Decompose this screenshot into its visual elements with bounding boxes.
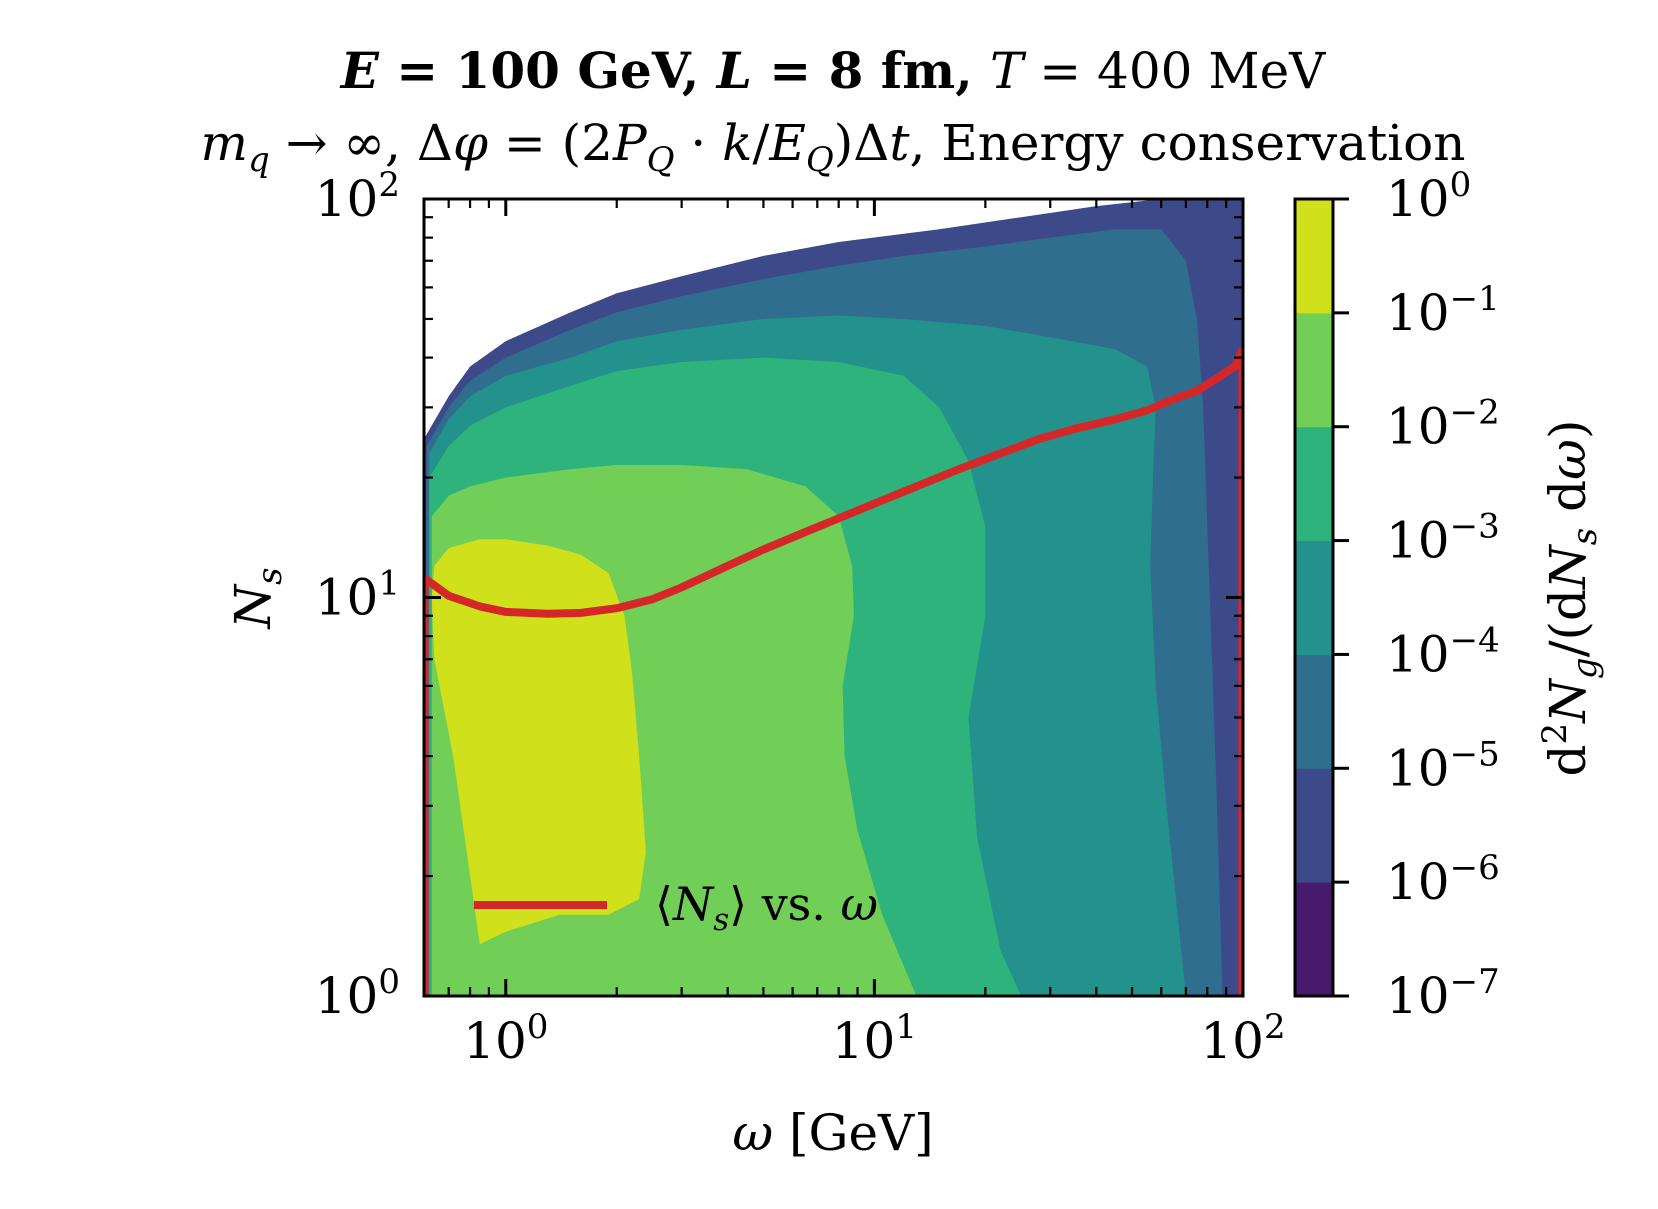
y-tick-label: 101 (315, 564, 400, 627)
colorbar-segment (1295, 312, 1333, 428)
colorbar-tick-label: 100 (1386, 165, 1471, 228)
colorbar-tick-label: 10−5 (1386, 734, 1500, 797)
chart-title: E = 100 GeV, L = 8 fm, T = 400 MeV (339, 41, 1326, 100)
colorbar-tick-label: 10−7 (1386, 962, 1500, 1025)
y-tick-label: 102 (315, 165, 400, 228)
contour-region (431, 539, 646, 945)
legend: ⟨Ns​⟩ vs. ω (474, 877, 878, 938)
contour-layer (424, 199, 1243, 996)
legend-label: ⟨Ns​⟩ vs. ω (655, 877, 878, 938)
colorbar-tick-label: 10−3 (1386, 507, 1500, 570)
colorbar-segment (1295, 882, 1333, 997)
plot-area (424, 199, 1243, 996)
x-axis-label: ω [GeV] (732, 1104, 933, 1162)
y-axis-ticks: 100 101 102 (315, 165, 1243, 1025)
colorbar-frame (1293, 197, 1335, 998)
series-layer (424, 347, 1243, 996)
colorbar-segment (1295, 426, 1333, 542)
colorbar-tick-label: 10−1 (1386, 279, 1500, 342)
colorbar-segment (1295, 540, 1333, 655)
x-tick-label: 101 (832, 1007, 917, 1070)
colorbar-tick-label: 10−4 (1386, 620, 1500, 683)
colorbar-segment (1295, 768, 1333, 883)
colorbar: 10−7 10−6 10−5 10−4 10−3 10−2 10−1 100 (1293, 165, 1500, 1025)
colorbar-tick-label: 10−6 (1386, 848, 1500, 911)
colorbar-segment (1295, 199, 1333, 314)
colorbar-tick-label: 10−2 (1386, 393, 1500, 456)
y-tick-label: 100 (315, 962, 400, 1025)
colorbar-label: d2​Ng​/(dNs​ dω) (1535, 420, 1605, 777)
x-tick-label: 100 (463, 1007, 548, 1070)
x-tick-label: 102 (1200, 1007, 1285, 1070)
series-line (424, 347, 1243, 618)
y-axis-label: Ns​ (224, 567, 290, 629)
x-axis-ticks: 100 101 102 (422, 199, 1286, 1070)
colorbar-segment (1295, 654, 1333, 769)
chart-subtitle: mq​ → ∞, Δφ = (2PQ​ · k/EQ​)Δt, Energy c… (201, 114, 1466, 180)
